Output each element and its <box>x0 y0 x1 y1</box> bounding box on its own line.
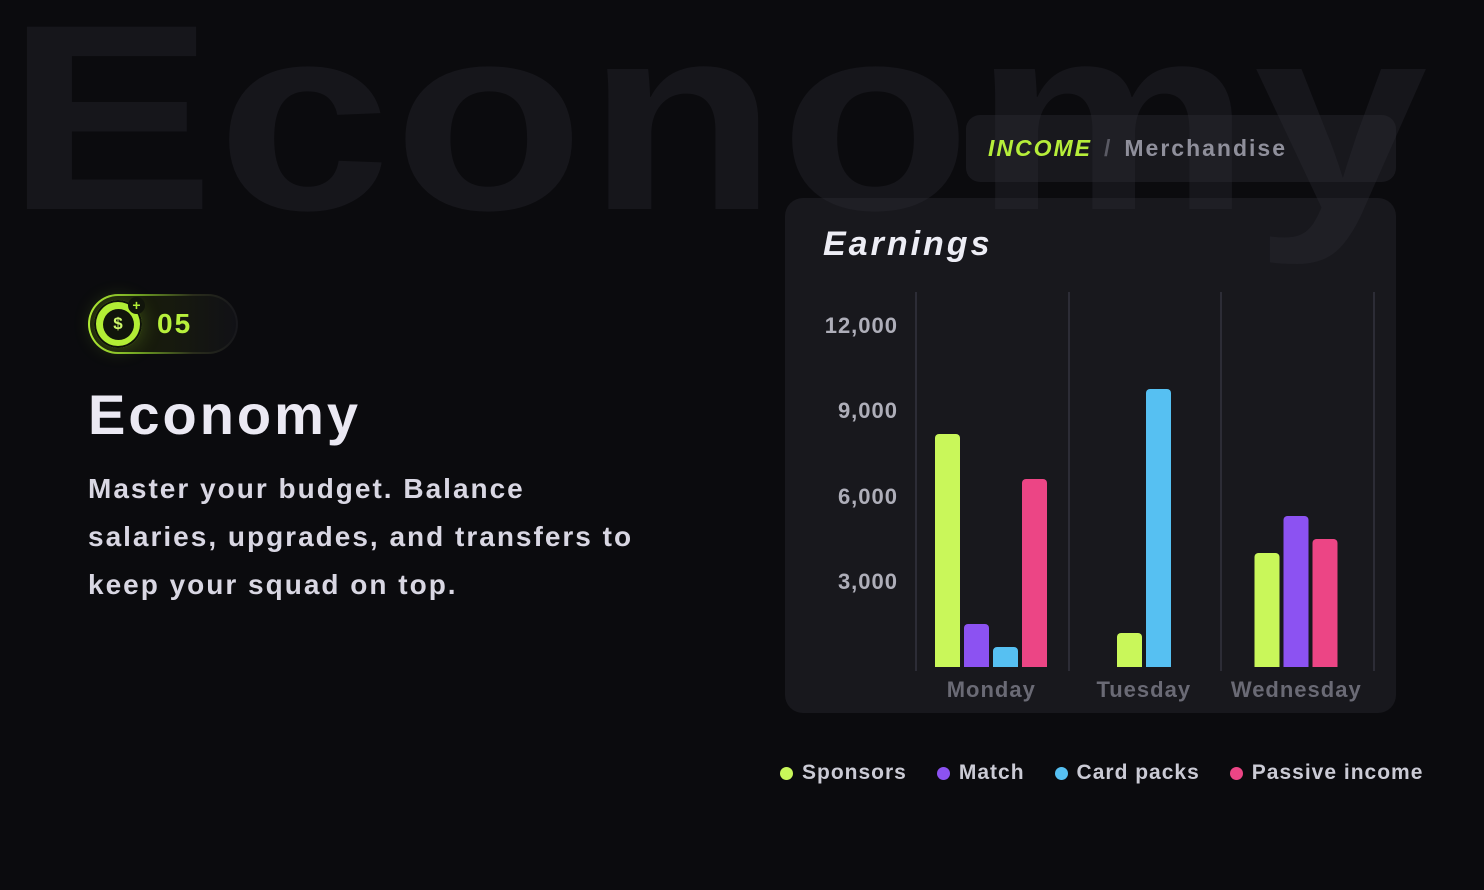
bar-group-wednesday <box>1254 516 1338 667</box>
tab-merchandise[interactable]: Merchandise <box>1124 135 1287 161</box>
gridline <box>1067 292 1070 671</box>
x-axis-label-monday: Monday <box>946 677 1036 702</box>
bar-passive-income-monday <box>1022 479 1048 667</box>
chapter-badge: $ + 05 <box>88 294 238 354</box>
bar-card-packs-monday <box>993 647 1019 667</box>
page-description: Master your budget. Balance salaries, up… <box>88 465 633 609</box>
bar-sponsors-wednesday <box>1254 553 1280 667</box>
plus-icon: + <box>128 297 145 314</box>
bar-match-wednesday <box>1283 516 1309 667</box>
background-watermark: Economy <box>6 0 1430 266</box>
tab-separator: / <box>1104 135 1113 161</box>
x-axis-label-wednesday: Wednesday <box>1230 677 1362 702</box>
y-axis-tick: 9,000 <box>837 398 898 424</box>
legend-dot-sponsors <box>780 766 793 780</box>
earnings-card: Earnings 3,000 6,000 9,000 12,000 Monday Tue… <box>785 198 1396 713</box>
bar-match-monday <box>964 624 990 667</box>
legend-label-sponsors: Sponsors <box>802 761 907 784</box>
legend-item-card-packs: Card packs <box>1054 761 1200 785</box>
page-title: Economy <box>88 383 362 446</box>
bar-group-tuesday <box>1116 389 1171 667</box>
legend-label-match: Match <box>958 761 1025 784</box>
legend-item-sponsors: Sponsors <box>780 761 907 785</box>
legend-dot-card-packs <box>1054 766 1068 780</box>
dollar-icon: $ <box>102 308 134 340</box>
legend-dot-match <box>936 766 950 780</box>
description-line: salaries, upgrades, and transfers to <box>88 521 634 552</box>
bar-card-packs-tuesday <box>1145 389 1171 667</box>
coin-icon: $ + <box>94 297 145 348</box>
tab-income[interactable]: INCOME <box>988 135 1092 161</box>
x-axis-labels: Monday Tuesday Wednesday <box>785 677 1396 707</box>
description-line: keep your squad on top. <box>88 569 458 600</box>
tab-bar: INCOME / Merchandise <box>966 115 1396 182</box>
legend-dot-passive-income <box>1229 766 1243 780</box>
legend-item-passive-income: Passive income <box>1229 761 1424 785</box>
bar-sponsors-monday <box>935 434 961 667</box>
legend-item-match: Match <box>936 761 1025 785</box>
plot-area: 3,000 6,000 9,000 12,000 <box>785 292 1396 671</box>
x-axis-label-tuesday: Tuesday <box>1096 677 1192 702</box>
gridline <box>1220 292 1222 671</box>
gridline <box>915 292 917 671</box>
y-axis-tick: 12,000 <box>824 313 898 339</box>
y-axis-tick: 6,000 <box>837 483 898 509</box>
bar-group-monday <box>935 434 1048 667</box>
description-line: Master your budget. Balance <box>88 473 525 504</box>
legend-label-passive-income: Passive income <box>1251 761 1424 784</box>
chapter-number: 05 <box>157 308 193 339</box>
bar-passive-income-wednesday <box>1312 539 1338 667</box>
gridline <box>1372 292 1375 671</box>
y-axis-tick: 3,000 <box>837 568 898 594</box>
chart-title: Earnings <box>823 225 993 263</box>
bar-sponsors-tuesday <box>1116 633 1142 667</box>
chart-legend: Sponsors Match Card packs Passive income <box>780 761 1423 785</box>
legend-label-card-packs: Card packs <box>1076 761 1200 784</box>
